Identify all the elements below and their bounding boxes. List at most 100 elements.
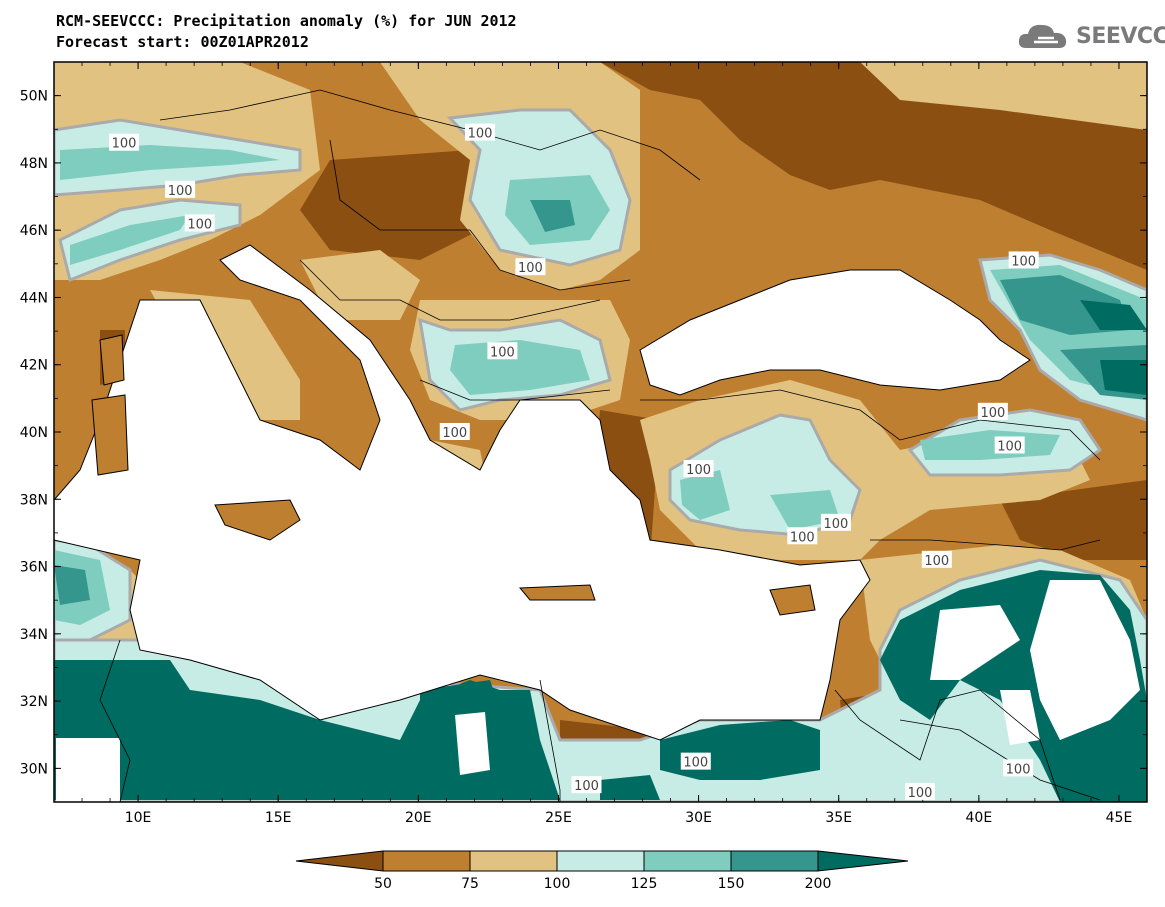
lat-label: 38N bbox=[20, 492, 48, 508]
islands bbox=[91, 334, 816, 616]
axis-labels: 50N 48N 46N 44N 42N 40N 38N 36N 34N 32N 30N 10E 15E 2… bbox=[20, 89, 1133, 826]
contour-label-text: 100 bbox=[1011, 254, 1036, 269]
colorbar-box bbox=[382, 850, 471, 872]
lat-label: 30N bbox=[20, 761, 48, 777]
contour-label: 100 bbox=[184, 214, 215, 232]
contour-label: 100 bbox=[921, 550, 952, 569]
contour-label: 100 bbox=[515, 258, 546, 276]
lon-label: 25E bbox=[545, 810, 572, 826]
lon-label: 40E bbox=[966, 810, 993, 826]
contour-label-bg bbox=[921, 550, 952, 568]
contour-label-bg bbox=[1008, 251, 1039, 269]
seevccc-logo: SEEVCCC bbox=[1016, 18, 1165, 58]
colorbar-label: 125 bbox=[631, 876, 658, 892]
contour-label: 100 bbox=[571, 776, 602, 794]
contour-label-text: 100 bbox=[187, 217, 212, 232]
contour-label-bg bbox=[571, 776, 602, 794]
contour-label-text: 100 bbox=[490, 345, 515, 360]
lon-label: 20E bbox=[405, 810, 432, 826]
contour-label: 100 bbox=[165, 180, 196, 199]
lon-label: 30E bbox=[685, 810, 712, 826]
colorbar-arrow-high bbox=[817, 850, 909, 872]
contour-label: 100 bbox=[820, 513, 851, 532]
contour-label-text: 100 bbox=[683, 756, 708, 771]
contour-label-bg bbox=[515, 258, 546, 276]
lat-label: 40N bbox=[20, 425, 48, 441]
contour-label-bg bbox=[109, 133, 140, 151]
colorbar-label: 50 bbox=[374, 876, 392, 892]
contour-labels: 100 100 100 100 100 100 100 100 100 100 100 100 100 1… bbox=[109, 123, 1039, 801]
contour-label: 100 bbox=[109, 133, 140, 152]
no-data-areas bbox=[56, 580, 1140, 802]
colorbar-label: 200 bbox=[805, 876, 832, 892]
cloud-icon bbox=[1018, 24, 1067, 48]
contour-label-bg bbox=[680, 752, 711, 770]
contour-label: 100 bbox=[1003, 759, 1034, 777]
contour-label-text: 100 bbox=[980, 406, 1005, 421]
sea-areas bbox=[54, 244, 1031, 741]
contour-label: 100 bbox=[787, 527, 818, 545]
contour-label-text: 100 bbox=[442, 426, 467, 441]
contour-label: 100 bbox=[464, 123, 495, 142]
contour-label-text: 100 bbox=[790, 530, 815, 545]
contour-label-bg bbox=[904, 782, 935, 800]
map-title: RCM-SEEVCCC: Precipitation anomaly (%) f… bbox=[56, 12, 517, 30]
lon-label: 10E bbox=[125, 810, 152, 826]
contour-label-bg bbox=[977, 402, 1008, 420]
contour-label-text: 100 bbox=[168, 184, 193, 199]
colorbar-box bbox=[643, 850, 732, 872]
lat-label: 46N bbox=[20, 223, 48, 239]
contour-label-text: 100 bbox=[824, 517, 849, 532]
contour-label-text: 100 bbox=[468, 127, 493, 142]
logo-text: SEEVCCC bbox=[1076, 24, 1165, 49]
lat-label: 32N bbox=[20, 694, 48, 710]
contour-label-bg bbox=[820, 513, 851, 531]
colorbar: 50 75 100 125 150 200 bbox=[295, 850, 909, 892]
lat-label: 44N bbox=[20, 290, 48, 306]
contour-label-text: 100 bbox=[1006, 762, 1031, 777]
contour-label: 100 bbox=[977, 402, 1008, 421]
contour-label-bg bbox=[487, 342, 518, 360]
axis-ticks bbox=[54, 62, 1147, 802]
lat-label: 50N bbox=[20, 89, 48, 105]
lat-label: 42N bbox=[20, 358, 48, 374]
contour-label-bg bbox=[1003, 759, 1034, 777]
contour-label-bg bbox=[165, 180, 196, 198]
contour-label: 100 bbox=[1008, 251, 1039, 269]
contour-label: 100 bbox=[994, 436, 1025, 454]
contour-label-bg bbox=[994, 436, 1025, 454]
contour-label: 100 bbox=[680, 752, 711, 771]
colorbar-box bbox=[469, 850, 558, 872]
colorbar-label: 150 bbox=[718, 876, 745, 892]
colorbar-box bbox=[556, 850, 645, 872]
colorbar-box bbox=[730, 850, 819, 872]
contour-label-text: 100 bbox=[686, 463, 711, 478]
forecast-start-subtitle: Forecast start: 00Z01APR2012 bbox=[56, 33, 309, 51]
contour-label-bg bbox=[184, 214, 215, 232]
contour-label-text: 100 bbox=[997, 439, 1022, 454]
country-borders bbox=[99, 89, 1101, 802]
contour-label: 100 bbox=[487, 342, 518, 360]
contour-label: 100 bbox=[904, 782, 935, 801]
lon-label: 45E bbox=[1106, 810, 1133, 826]
lat-label: 36N bbox=[20, 560, 48, 576]
contour-label-bg bbox=[683, 460, 714, 477]
colorbar-label: 75 bbox=[461, 876, 479, 892]
map-area bbox=[54, 62, 1147, 802]
lat-label: 34N bbox=[20, 627, 48, 643]
contour-label-text: 100 bbox=[112, 137, 137, 152]
contour-label-bg bbox=[787, 527, 818, 545]
lat-label: 48N bbox=[20, 156, 48, 172]
contour-label-text: 100 bbox=[574, 779, 599, 794]
contour-label-text: 100 bbox=[908, 786, 933, 801]
contour-label-bg bbox=[439, 423, 470, 440]
colorbar-label: 100 bbox=[544, 876, 571, 892]
contour-label: 100 bbox=[439, 423, 470, 441]
contour-label-bg bbox=[464, 123, 495, 141]
lon-label: 15E bbox=[265, 810, 292, 826]
contour-label: 100 bbox=[683, 460, 714, 478]
lon-label: 35E bbox=[825, 810, 852, 826]
contour-label-text: 100 bbox=[518, 261, 543, 276]
contour-label-text: 100 bbox=[924, 554, 949, 569]
